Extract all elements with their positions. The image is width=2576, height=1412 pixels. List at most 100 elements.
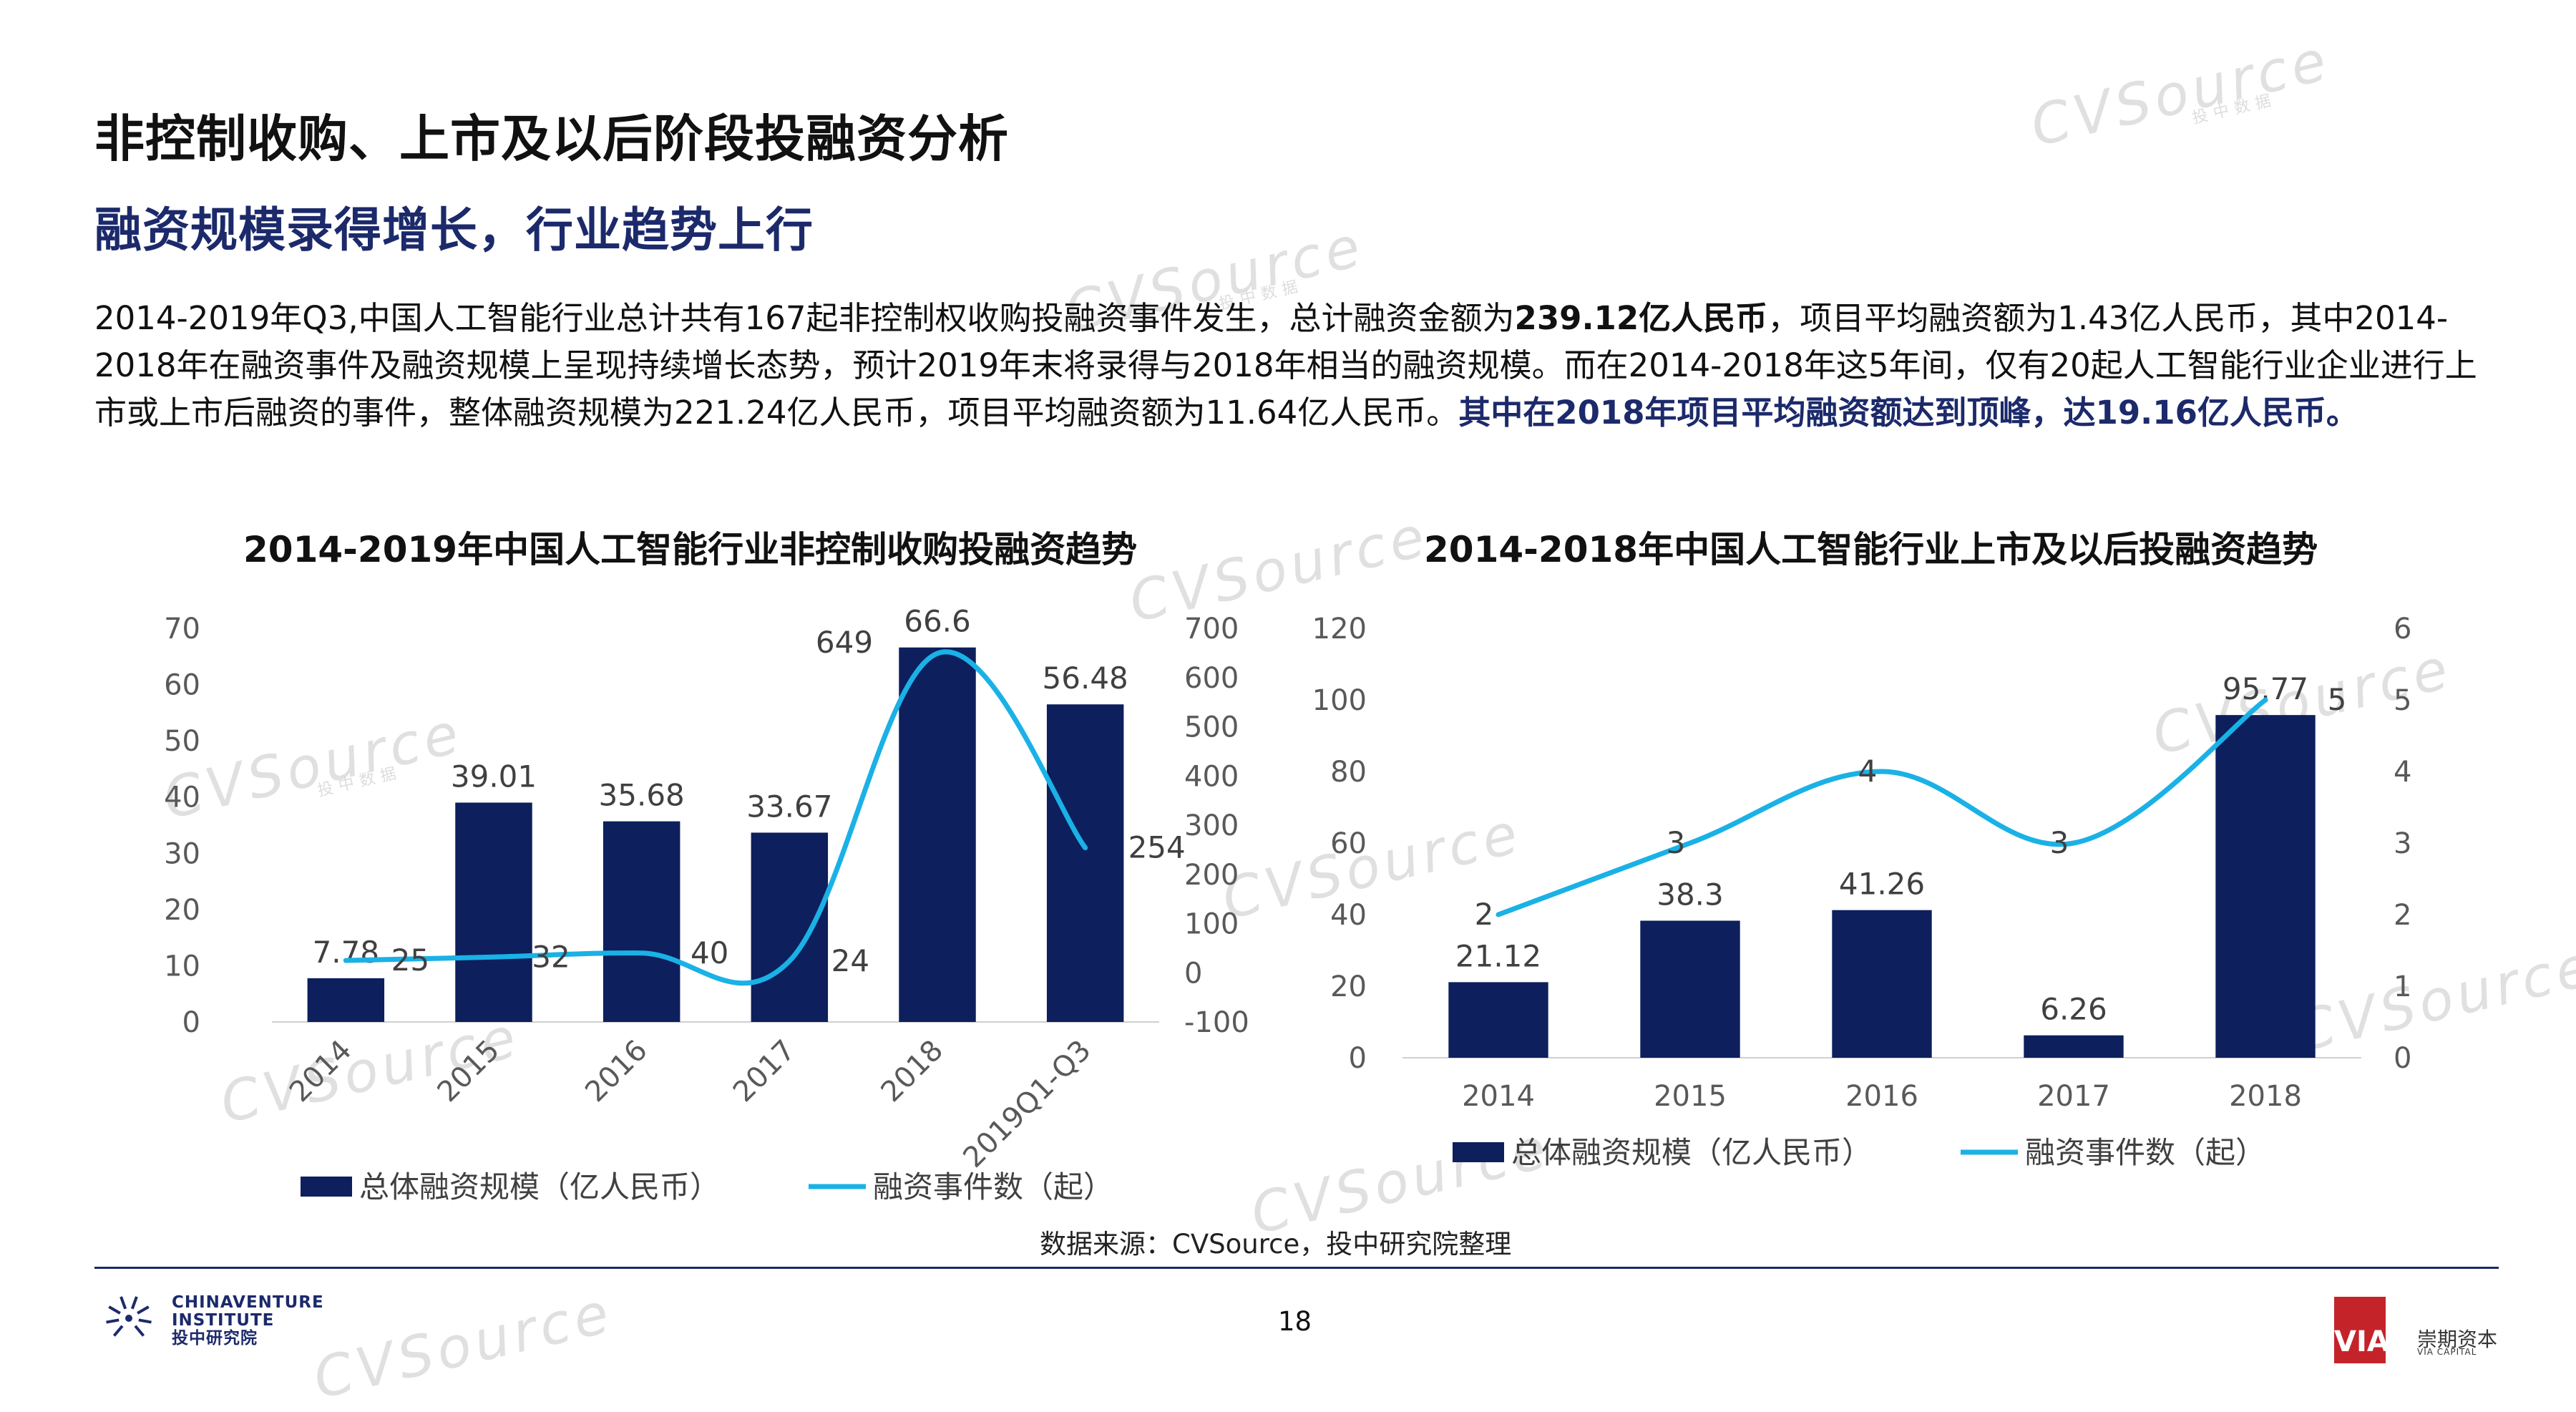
line-data-label: 40 <box>691 935 728 970</box>
y-left-tick-label: 0 <box>182 1006 200 1039</box>
chinaventure-mark-icon <box>106 1296 152 1337</box>
bar-data-label: 41.26 <box>1839 867 1925 902</box>
chinaventure-logo-text: CHINAVENTURE INSTITUTE 投中研究院 <box>172 1294 324 1348</box>
bar-data-label: 38.3 <box>1657 877 1724 912</box>
via-logo-box <box>2334 1297 2386 1363</box>
legend-line-label: 融资事件数（起） <box>873 1169 1113 1204</box>
y-right-tick-label: 2 <box>2394 899 2411 932</box>
y-left-tick-label: 20 <box>164 894 200 927</box>
x-tick-label: 2016 <box>579 1034 654 1109</box>
line-data-label: 254 <box>1128 830 1186 865</box>
y-right-tick-label: 4 <box>2394 756 2411 789</box>
y-right-tick-label: 500 <box>1184 711 1239 744</box>
y-left-tick-label: 30 <box>164 837 200 870</box>
data-source: 数据来源：CVSource，投中研究院整理 <box>1040 1229 1512 1260</box>
y-right-tick-label: 1 <box>2394 970 2411 1003</box>
y-right-tick-label: 700 <box>1184 613 1239 646</box>
line-data-label: 649 <box>816 625 873 660</box>
series-line <box>1496 697 2268 917</box>
summary-highlight: 其中在2018年项目平均融资额达到顶峰，达19.16亿人民币。 <box>1458 394 2358 432</box>
bar-data-label: 66.6 <box>904 604 971 639</box>
x-tick-label: 2015 <box>431 1034 507 1109</box>
legend-bar-label: 总体融资规模（亿人民币） <box>1511 1135 1872 1170</box>
y-left-tick-label: 10 <box>164 950 200 983</box>
legend-bar-label: 总体融资规模（亿人民币） <box>359 1169 720 1204</box>
chart-bar <box>1448 982 1548 1058</box>
line-data-label: 3 <box>1667 825 1686 860</box>
y-right-tick-label: 400 <box>1184 760 1239 793</box>
y-right-tick-label: 300 <box>1184 809 1239 842</box>
chart-bar <box>2215 715 2316 1058</box>
summary-total-amount: 239.12亿人民币 <box>1514 299 1768 337</box>
via-logo-name-en: VIA CAPITAL <box>2417 1347 2477 1357</box>
legend-bar-swatch <box>301 1177 352 1197</box>
bar-data-label: 56.48 <box>1043 661 1128 696</box>
logo-line-3: 投中研究院 <box>172 1329 258 1348</box>
footer-divider <box>94 1267 2499 1269</box>
chinaventure-logo <box>106 1296 152 1337</box>
y-left-tick-label: 50 <box>164 725 200 758</box>
y-left-tick-label: 40 <box>164 782 200 814</box>
bar-data-label: 39.01 <box>451 759 537 794</box>
line-data-label: 5 <box>2328 682 2347 717</box>
chart-bar <box>307 978 385 1022</box>
summary-text-2: ，项目平均融资额为1.43亿人民币，其中2014-2018年在融资事件及融资规模… <box>94 299 2477 432</box>
chart-bar <box>1832 910 1932 1058</box>
via-logo-name-cn: 崇期资本 <box>2417 1328 2498 1351</box>
y-right-tick-label: 600 <box>1184 662 1239 695</box>
y-right-tick-label: -100 <box>1184 1006 1249 1039</box>
bar-data-label: 33.67 <box>746 789 832 824</box>
page-number: 18 <box>1278 1306 1312 1337</box>
line-data-label: 24 <box>831 943 869 978</box>
series-line <box>343 649 1088 986</box>
summary-paragraph: 2014-2019年Q3,中国人工智能行业总计共有167起非控制权收购投融资事件… <box>94 295 2477 437</box>
chart-bar <box>602 821 680 1022</box>
legend-line-label: 融资事件数（起） <box>2025 1135 2265 1170</box>
y-right-tick-label: 5 <box>2394 684 2411 717</box>
y-left-tick-label: 60 <box>1330 827 1367 860</box>
chart-1-title: 2014-2019年中国人工智能行业非控制收购投融资趋势 <box>243 529 1138 570</box>
chart-2-title: 2014-2018年中国人工智能行业上市及以后投融资趋势 <box>1424 529 2318 570</box>
x-tick-label: 2014 <box>1462 1080 1535 1113</box>
x-tick-label: 2017 <box>2037 1080 2110 1113</box>
via-logo-mark: VIA <box>2334 1325 2389 1358</box>
y-right-tick-label: 100 <box>1184 908 1239 941</box>
bar-data-label: 7.78 <box>313 935 380 970</box>
line-data-label: 4 <box>1858 754 1878 789</box>
y-left-tick-label: 80 <box>1330 756 1367 789</box>
chart-bar <box>751 832 829 1022</box>
line-data-label: 2 <box>1475 897 1494 932</box>
x-tick-label: 2017 <box>727 1034 802 1109</box>
y-right-tick-label: 3 <box>2394 827 2411 860</box>
summary-text-1: 2014-2019年Q3,中国人工智能行业总计共有167起非控制权收购投融资事件… <box>94 299 1515 337</box>
x-tick-label: 2018 <box>875 1034 950 1109</box>
x-tick-label: 2019Q1-Q3 <box>957 1034 1097 1174</box>
bar-data-label: 6.26 <box>2040 992 2107 1027</box>
y-left-tick-label: 60 <box>164 669 200 702</box>
y-right-tick-label: 6 <box>2394 613 2411 646</box>
y-left-tick-label: 100 <box>1312 684 1367 717</box>
charts-canvas: 010203040506070-100010020030040050060070… <box>164 604 2411 1204</box>
logo-line-1: CHINAVENTURE <box>172 1293 324 1312</box>
chart-bar <box>2024 1035 2124 1058</box>
line-data-label: 32 <box>532 939 570 974</box>
chart-bar <box>1640 920 1740 1058</box>
y-right-tick-label: 200 <box>1184 859 1239 892</box>
y-right-tick-label: 0 <box>1184 957 1202 990</box>
y-left-tick-label: 0 <box>1349 1042 1367 1075</box>
x-tick-label: 2018 <box>2229 1080 2302 1113</box>
chart-bar <box>1046 704 1124 1022</box>
y-left-tick-label: 70 <box>164 613 200 646</box>
line-data-label: 3 <box>2050 825 2069 860</box>
legend-bar-swatch <box>1453 1142 1504 1162</box>
y-left-tick-label: 40 <box>1330 899 1367 932</box>
y-right-tick-label: 0 <box>2394 1042 2411 1075</box>
x-tick-label: 2015 <box>1654 1080 1727 1113</box>
page-subtitle: 融资规模录得增长，行业趋势上行 <box>94 203 814 258</box>
chart-bar <box>899 647 976 1022</box>
y-left-tick-label: 120 <box>1312 613 1367 646</box>
chart-bar <box>455 802 532 1022</box>
bar-data-label: 21.12 <box>1455 938 1541 973</box>
x-tick-label: 2016 <box>1845 1080 1918 1113</box>
logo-line-2: INSTITUTE <box>172 1311 275 1330</box>
